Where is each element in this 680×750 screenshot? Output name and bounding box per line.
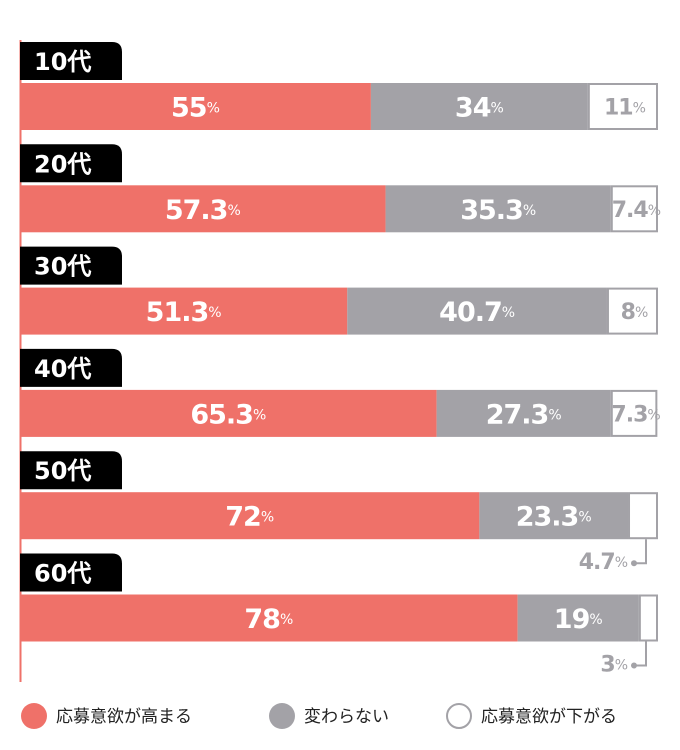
bar-segment <box>587 83 659 130</box>
bar-segment <box>20 492 480 540</box>
leader-dot <box>631 662 637 669</box>
category-label: 30代 <box>34 253 91 281</box>
value-label: 7.4% <box>612 198 661 223</box>
leader-dot <box>631 560 637 567</box>
category-label: 60代 <box>34 560 91 588</box>
category-tag <box>20 144 122 183</box>
legend-label: 応募意欲が高まる <box>56 707 192 727</box>
value-label: 19% <box>554 604 603 635</box>
category-tag <box>20 451 122 490</box>
category-label: 50代 <box>34 457 91 485</box>
bar-segment <box>370 83 588 130</box>
bar-segment <box>479 492 629 540</box>
bar-segment <box>628 492 658 540</box>
legend-swatch <box>21 703 47 729</box>
value-label: 57.3% <box>165 194 241 225</box>
category-tag <box>20 348 122 387</box>
value-label: 78% <box>244 604 293 635</box>
value-label: 8% <box>621 300 649 325</box>
bar-segment <box>20 389 437 437</box>
bar-segment <box>385 185 611 233</box>
legend-swatch <box>269 703 295 729</box>
bar-segment <box>347 287 607 335</box>
legend-label: 応募意欲が下がる <box>481 707 617 727</box>
value-label: 51.3% <box>146 297 222 328</box>
value-label: 40.7% <box>439 297 515 328</box>
bar-segment <box>20 185 386 233</box>
bar-segment <box>610 389 658 437</box>
category-label: 20代 <box>34 150 91 178</box>
bar-segment <box>436 389 611 437</box>
value-label: 65.3% <box>190 399 266 430</box>
leader-line <box>634 539 647 565</box>
bar-segment <box>20 83 371 130</box>
bar-segment <box>606 287 659 335</box>
bar-segment <box>20 594 518 642</box>
value-label: 55% <box>171 92 220 123</box>
bar-segment <box>610 185 659 233</box>
value-label: 4.7% <box>579 550 628 575</box>
value-label: 35.3% <box>460 194 536 225</box>
value-label: 11% <box>604 96 646 121</box>
bar-segment <box>20 287 348 335</box>
category-label: 10代 <box>34 48 91 76</box>
legend-label: 変わらない <box>304 707 389 727</box>
bar-segment <box>517 594 639 642</box>
value-label: 3% <box>600 653 628 678</box>
leader-line <box>634 641 647 667</box>
legend-swatch <box>446 703 472 729</box>
value-label: 34% <box>455 92 504 123</box>
bar-segment <box>638 594 658 642</box>
category-tag <box>20 246 122 285</box>
value-label: 72% <box>225 501 274 532</box>
category-tag <box>20 553 122 592</box>
value-label: 27.3% <box>486 399 562 430</box>
value-label: 23.3% <box>516 501 592 532</box>
category-tag <box>20 42 122 80</box>
category-label: 40代 <box>34 355 91 383</box>
value-label: 7.3% <box>611 402 660 427</box>
